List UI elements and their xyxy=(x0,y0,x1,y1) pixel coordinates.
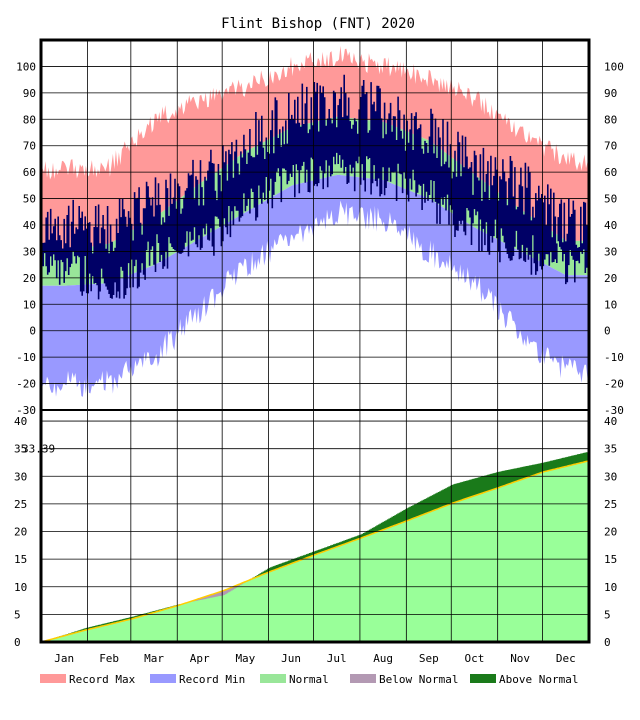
precip-tick-label-left: 40 xyxy=(14,415,27,428)
legend-swatch xyxy=(40,674,66,683)
month-label: Oct xyxy=(465,652,485,665)
month-label: Jul xyxy=(327,652,347,665)
precip-tick-label-right: 35 xyxy=(604,443,617,456)
legend-label: Below Normal xyxy=(379,673,458,686)
temp-tick-label-right: -30 xyxy=(604,404,624,417)
temp-tick-label-left: 50 xyxy=(23,193,36,206)
temp-tick-label-right: 100 xyxy=(604,60,624,73)
temp-tick-label-left: 0 xyxy=(29,325,36,338)
precip-tick-label-right: 40 xyxy=(604,415,617,428)
month-label: Feb xyxy=(99,652,119,665)
temp-tick-label-right: 50 xyxy=(604,193,617,206)
precip-tick-label-left: 30 xyxy=(14,470,27,483)
legend-label: Above Normal xyxy=(499,673,578,686)
precip-tick-label-left: 35 xyxy=(14,443,27,456)
month-label: Dec xyxy=(556,652,576,665)
record-max-band xyxy=(41,45,589,252)
precip-total-annotation: 33.39 xyxy=(22,443,55,456)
temp-tick-label-left: 80 xyxy=(23,113,36,126)
legend-label: Record Max xyxy=(69,673,136,686)
legend-swatch xyxy=(470,674,496,683)
temp-tick-label-left: 20 xyxy=(23,272,36,285)
precip-above-normal xyxy=(41,451,589,642)
legend-label: Normal xyxy=(289,673,329,686)
temp-tick-label-right: 40 xyxy=(604,219,617,232)
precip-tick-label-left: 10 xyxy=(14,581,27,594)
month-label: Jan xyxy=(54,652,74,665)
temp-tick-label-left: 90 xyxy=(23,87,36,100)
month-label: Nov xyxy=(510,652,530,665)
precip-tick-label-left: 5 xyxy=(14,608,21,621)
precip-tick-label-right: 15 xyxy=(604,553,617,566)
temp-tick-label-left: 70 xyxy=(23,140,36,153)
month-label: Apr xyxy=(190,652,210,665)
temp-tick-label-right: 60 xyxy=(604,166,617,179)
precip-tick-label-left: 20 xyxy=(14,526,27,539)
precip-tick-label-left: 25 xyxy=(14,498,27,511)
temp-tick-label-right: 0 xyxy=(604,325,611,338)
precip-tick-label-left: 15 xyxy=(14,553,27,566)
temp-tick-label-left: 10 xyxy=(23,298,36,311)
precip-tick-label-right: 25 xyxy=(604,498,617,511)
month-label: Sep xyxy=(419,652,439,665)
temp-tick-label-left: 100 xyxy=(16,60,36,73)
legend-swatch xyxy=(350,674,376,683)
temp-tick-label-left: -20 xyxy=(16,378,36,391)
legend-swatch xyxy=(150,674,176,683)
temp-tick-label-right: -10 xyxy=(604,351,624,364)
precip-tick-label-right: 20 xyxy=(604,526,617,539)
precip-tick-label-right: 0 xyxy=(604,636,611,649)
temp-tick-label-right: 30 xyxy=(604,245,617,258)
precipitation-panel xyxy=(40,451,590,643)
temp-tick-label-right: 70 xyxy=(604,140,617,153)
legend-label: Record Min xyxy=(179,673,245,686)
legend-swatch xyxy=(260,674,286,683)
plot-frame xyxy=(39,38,591,644)
chart-title: Flint Bishop (FNT) 2020 xyxy=(221,16,415,32)
month-label: Jun xyxy=(281,652,301,665)
precip-normal-area xyxy=(41,460,589,642)
legend: Record Max Record Min Normal Below Normal Ab… xyxy=(40,673,578,686)
month-label: Mar xyxy=(144,652,164,665)
temp-tick-label-left: 60 xyxy=(23,166,36,179)
precip-tick-label-right: 10 xyxy=(604,581,617,594)
temp-tick-label-right: 10 xyxy=(604,298,617,311)
month-label: May xyxy=(235,652,255,665)
temperature-panel xyxy=(40,45,590,397)
precip-tick-label-right: 30 xyxy=(604,470,617,483)
temp-tick-label-right: -20 xyxy=(604,378,624,391)
temp-tick-label-left: 30 xyxy=(23,245,36,258)
temp-tick-label-right: 80 xyxy=(604,113,617,126)
month-label: Aug xyxy=(373,652,393,665)
precip-tick-label-left: 0 xyxy=(14,636,21,649)
record-min-band xyxy=(41,174,589,397)
temp-tick-label-right: 20 xyxy=(604,272,617,285)
precip-tick-label-right: 5 xyxy=(604,608,611,621)
temp-tick-label-left: 40 xyxy=(23,219,36,232)
temp-tick-label-left: -30 xyxy=(16,404,36,417)
temp-tick-label-right: 90 xyxy=(604,87,617,100)
temp-tick-label-left: -10 xyxy=(16,351,36,364)
